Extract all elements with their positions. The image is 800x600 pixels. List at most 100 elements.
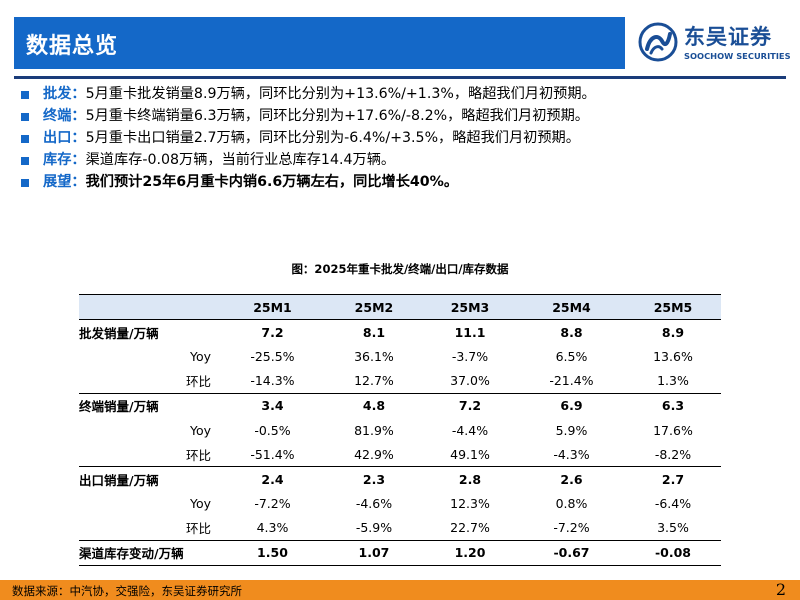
table-row-inventory: 渠道库存变动/万辆 1.50 1.07 1.20 -0.67 -0.08 (79, 540, 721, 565)
table-cell: 7.2 (458, 398, 482, 414)
table-cell: -25.5% (250, 348, 295, 364)
table-cell: 2.3 (362, 471, 386, 487)
row-label: Yoy (189, 422, 211, 438)
table-cell: -51.4% (250, 446, 295, 462)
table-cell: 8.9 (661, 324, 685, 340)
bullet-text: 5月重卡批发销量8.9万辆，同环比分别为+13.6%/+1.3%，略超我们月初预… (85, 86, 596, 102)
page-number: 2 (775, 580, 786, 599)
bullet-label: 展望 (43, 174, 72, 190)
bullet-wholesale: 批发：5月重卡批发销量8.9万辆，同环比分别为+13.6%/+1.3%，略超我们… (21, 83, 791, 105)
bullet-text: 渠道库存-0.08万辆，当前行业总库存14.4万辆。 (85, 152, 396, 168)
table-row-export: 出口销量/万辆 2.4 2.3 2.8 2.6 2.7 (79, 466, 721, 492)
row-label: 环比 (185, 521, 211, 537)
row-label: Yoy (189, 348, 211, 364)
bullet-square-icon (21, 113, 29, 121)
logo-english-text: SOOCHOW SECURITIES (684, 51, 791, 61)
data-table: 25M1 25M2 25M3 25M4 25M5 批发销量/万辆 7.2 8.1… (79, 294, 721, 567)
table-cell: 13.6% (653, 348, 693, 364)
table-cell: -3.7% (451, 348, 489, 364)
figure-caption: 图：2025年重卡批发/终端/出口/库存数据 (291, 262, 509, 276)
table-cell: -7.2% (254, 496, 291, 512)
table-cell: 37.0% (450, 373, 490, 389)
table-cell: -0.5% (254, 422, 291, 438)
bullet-square-icon (21, 179, 29, 187)
table-cell: 2.7 (661, 471, 685, 487)
table-cell: 12.3% (450, 496, 490, 512)
table-row-wholesale: 批发销量/万辆 7.2 8.1 11.1 8.8 8.9 (79, 320, 721, 345)
bullet-colon: ： (71, 108, 86, 124)
bullet-label: 库存 (43, 152, 72, 168)
table-cell: 3.5% (657, 520, 689, 536)
table-cell: 2.4 (261, 471, 284, 487)
table-cell: 1.20 (454, 545, 486, 561)
header-bar: 数据总览 (14, 17, 625, 69)
table-cell: -0.08 (654, 545, 691, 561)
table-cell: 6.3 (661, 398, 685, 414)
table-cell: -5.9% (355, 520, 393, 536)
column-header: 25M1 (219, 294, 326, 320)
row-label: 渠道库存变动/万辆 (79, 546, 184, 562)
table-cell: 1.3% (657, 373, 689, 389)
bullet-outlook: 展望：我们预计25年6月重卡内销6.6万辆左右，同比增长40%。 (21, 171, 791, 193)
table-cell: 36.1% (354, 348, 394, 364)
table-cell: 8.8 (560, 324, 583, 340)
table-cell: 12.7% (354, 373, 394, 389)
table-cell: 1.07 (358, 545, 390, 561)
table-row-terminal-mom: 环比 -51.4% 42.9% 49.1% -4.3% -8.2% (79, 442, 721, 467)
row-label: 环比 (185, 374, 211, 390)
table-row-wholesale-mom: 环比 -14.3% 12.7% 37.0% -21.4% 1.3% (79, 369, 721, 394)
table-cell: -6.4% (654, 496, 692, 512)
summary-bullets: 批发：5月重卡批发销量8.9万辆，同环比分别为+13.6%/+1.3%，略超我们… (21, 83, 791, 193)
bullet-export: 出口：5月重卡出口销量2.7万辆，同环比分别为-6.4%/+3.5%，略超我们月… (21, 127, 791, 149)
bullet-text: 5月重卡终端销量6.3万辆，同环比分别为+17.6%/-8.2%，略超我们月初预… (85, 108, 589, 124)
row-label: 出口销量/万辆 (79, 472, 159, 488)
table-cell: 81.9% (354, 422, 394, 438)
table-cell: 22.7% (450, 520, 490, 536)
bullet-label: 终端 (43, 108, 72, 124)
bullet-square-icon (21, 135, 29, 143)
soochow-logo-icon (638, 22, 678, 62)
bullet-inventory: 库存：渠道库存-0.08万辆，当前行业总库存14.4万辆。 (21, 149, 791, 171)
column-header: 25M2 (325, 294, 422, 320)
row-label: Yoy (189, 496, 211, 512)
table-cell: 3.4 (261, 398, 284, 414)
table-cell: 6.9 (560, 398, 583, 414)
table-cell: 7.2 (261, 324, 284, 340)
table-cell: 4.8 (362, 398, 386, 414)
table-cell: -8.2% (654, 446, 692, 462)
table-cell: 2.6 (560, 471, 583, 487)
table-cell: -4.3% (553, 446, 590, 462)
table-cell: -21.4% (549, 373, 594, 389)
bullet-square-icon (21, 91, 29, 99)
table-cell: 1.50 (257, 545, 288, 561)
row-label: 终端销量/万辆 (79, 399, 159, 415)
table-row-export-mom: 环比 4.3% -5.9% 22.7% -7.2% 3.5% (79, 516, 721, 541)
column-header: 25M4 (518, 294, 625, 320)
bullet-text: 5月重卡出口销量2.7万辆，同环比分别为-6.4%/+3.5%，略超我们月初预期… (85, 130, 580, 146)
table-cell: 42.9% (354, 446, 394, 462)
table-cell: 8.1 (362, 324, 386, 340)
bullet-square-icon (21, 157, 29, 165)
table-header-row: 25M1 25M2 25M3 25M4 25M5 (79, 294, 721, 320)
bullet-colon: ： (71, 86, 86, 102)
bullet-label: 出口 (43, 130, 72, 146)
logo-chinese-text: 东吴证券 (684, 25, 772, 49)
bullet-colon: ： (71, 174, 86, 190)
header-divider (14, 76, 786, 79)
bullet-colon: ： (71, 130, 86, 146)
table-cell: 6.5% (555, 348, 588, 364)
table-row-wholesale-yoy: Yoy -25.5% 36.1% -3.7% 6.5% 13.6% (79, 344, 721, 368)
table-cell: -14.3% (250, 373, 295, 389)
row-label: 环比 (185, 447, 211, 463)
table-cell: -0.67 (553, 545, 590, 561)
table-cell: 4.3% (256, 520, 289, 536)
company-logo: 东吴证券 SOOCHOW SECURITIES (638, 20, 791, 68)
table-row-export-yoy: Yoy -7.2% -4.6% 12.3% 0.8% -6.4% (79, 492, 721, 516)
header-empty-cell (79, 294, 219, 320)
table-cell: -4.6% (355, 496, 393, 512)
table-row-terminal-yoy: Yoy -0.5% 81.9% -4.4% 5.9% 17.6% (79, 418, 721, 442)
bullet-terminal: 终端：5月重卡终端销量6.3万辆，同环比分别为+17.6%/-8.2%，略超我们… (21, 105, 791, 127)
table-cell: 17.6% (653, 422, 693, 438)
table-cell: 11.1 (454, 324, 486, 340)
table-cell: -4.4% (451, 422, 489, 438)
